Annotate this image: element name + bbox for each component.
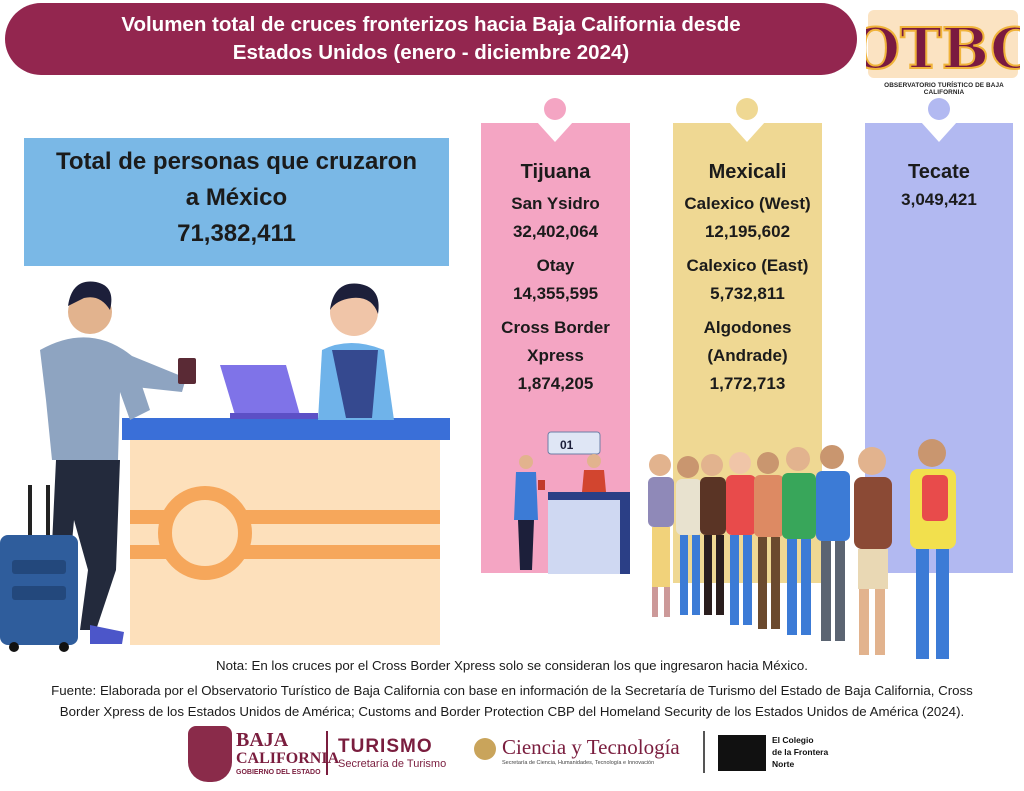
- crossing-name: Calexico (West): [684, 194, 811, 213]
- crossing-name: San Ysidro: [511, 194, 600, 213]
- baja-california-logo: BAJA CALIFORNIA GOBIERNO DEL ESTADO: [236, 730, 339, 778]
- city-mexicali: Mexicali: [708, 161, 787, 183]
- ciencia-logo: Ciencia y Tecnología Secretaría de Cienc…: [502, 735, 680, 766]
- backpack-icon: [922, 475, 948, 521]
- source-line2: Border Xpress de los Estados Unidos de A…: [59, 704, 965, 719]
- crossing-name: Otay: [536, 256, 575, 275]
- turismo-label: TURISMO: [338, 736, 433, 757]
- person-figure: [700, 454, 726, 615]
- crossing-name: Cross Border: [501, 318, 610, 337]
- footer-divider: [326, 731, 328, 775]
- colef-line1: El Colegio: [772, 735, 814, 745]
- crossing-name: Xpress: [527, 346, 584, 365]
- ciencia-label: Ciencia y Tecnología: [502, 735, 680, 759]
- pin-icon: [928, 98, 950, 120]
- person-figure: [816, 445, 850, 641]
- crossing-value: 1,874,205: [517, 374, 594, 393]
- crossing-name: Calexico (East): [686, 256, 809, 275]
- baja-line2: CALIFORNIA: [236, 750, 340, 767]
- turismo-sub: Secretaría de Turismo: [338, 758, 447, 770]
- counter-sign: 01: [560, 438, 574, 452]
- person-figure: [648, 454, 674, 617]
- counter-top: [122, 418, 450, 440]
- tecate-value: 3,049,421: [901, 190, 977, 209]
- otbc-caption: OBSERVATORIO TURÍSTICO DE BAJA CALIFORNI…: [884, 82, 1004, 96]
- colef-logo-icon: [718, 735, 766, 771]
- page-title-line1: Volumen total de cruces fronterizos haci…: [121, 13, 741, 36]
- person-figure: [726, 452, 756, 625]
- crossing-value: 32,402,064: [512, 222, 599, 241]
- mexico-seal-icon: [474, 738, 496, 760]
- total-card: Total de personas que cruzaron a México …: [24, 138, 449, 266]
- traveler-counter-illustration: [0, 281, 450, 652]
- otbc-logo: OTBC: [866, 10, 1020, 83]
- colef-line2: de la Frontera: [772, 747, 829, 757]
- crossing-value: 12,195,602: [704, 222, 791, 241]
- crossing-value: 14,355,595: [512, 284, 599, 303]
- title-banner: Volumen total de cruces fronterizos haci…: [5, 3, 857, 75]
- person-figure: [782, 447, 816, 635]
- laptop-icon: [220, 365, 300, 415]
- colef-logo: El Colegio de la Frontera Norte: [772, 734, 828, 770]
- crossing-value: 1,772,713: [709, 374, 786, 393]
- pin-icon: [736, 98, 758, 120]
- total-label-line1: Total de personas que cruzaron: [56, 148, 417, 175]
- baja-line3: GOBIERNO DEL ESTADO: [236, 769, 321, 776]
- column-notch: [729, 122, 765, 142]
- crossing-name: Algodones: [703, 318, 792, 337]
- person-figure: [910, 439, 956, 659]
- crossing-name: (Andrade): [707, 346, 788, 365]
- passport-icon: [178, 358, 196, 384]
- person-figure: [754, 452, 784, 629]
- source-text: Fuente: Elaborada por el Observatorio Tu…: [20, 680, 1004, 722]
- colef-line3: Norte: [772, 759, 795, 769]
- source-line1: Fuente: Elaborada por el Observatorio Tu…: [51, 683, 973, 698]
- city-tecate: Tecate: [908, 161, 970, 183]
- baja-line1: BAJA: [236, 729, 289, 751]
- total-value: 71,382,411: [177, 220, 296, 247]
- person-figure: [854, 447, 892, 655]
- turismo-logo: TURISMO Secretaría de Turismo: [338, 736, 446, 770]
- ciencia-sub: Secretaría de Ciencia, Humanidades, Tecn…: [502, 760, 655, 766]
- column-notch: [537, 122, 573, 142]
- total-label-line2: a México: [185, 184, 288, 211]
- city-tijuana: Tijuana: [520, 161, 591, 183]
- note-text: Nota: En los cruces por el Cross Border …: [216, 658, 808, 673]
- queue-illustration: [648, 439, 956, 659]
- column-notch: [921, 122, 957, 142]
- pin-icon: [544, 98, 566, 120]
- baja-california-shield-icon: [188, 726, 232, 782]
- otbc-letters: OTBC: [866, 16, 1020, 82]
- person-figure: [676, 456, 702, 615]
- crossing-value: 5,732,811: [710, 284, 785, 303]
- checkin-counter-illustration: 01: [514, 431, 630, 574]
- footer-divider: [703, 731, 705, 773]
- page-title-line2: Estados Unidos (enero - diciembre 2024): [232, 41, 630, 64]
